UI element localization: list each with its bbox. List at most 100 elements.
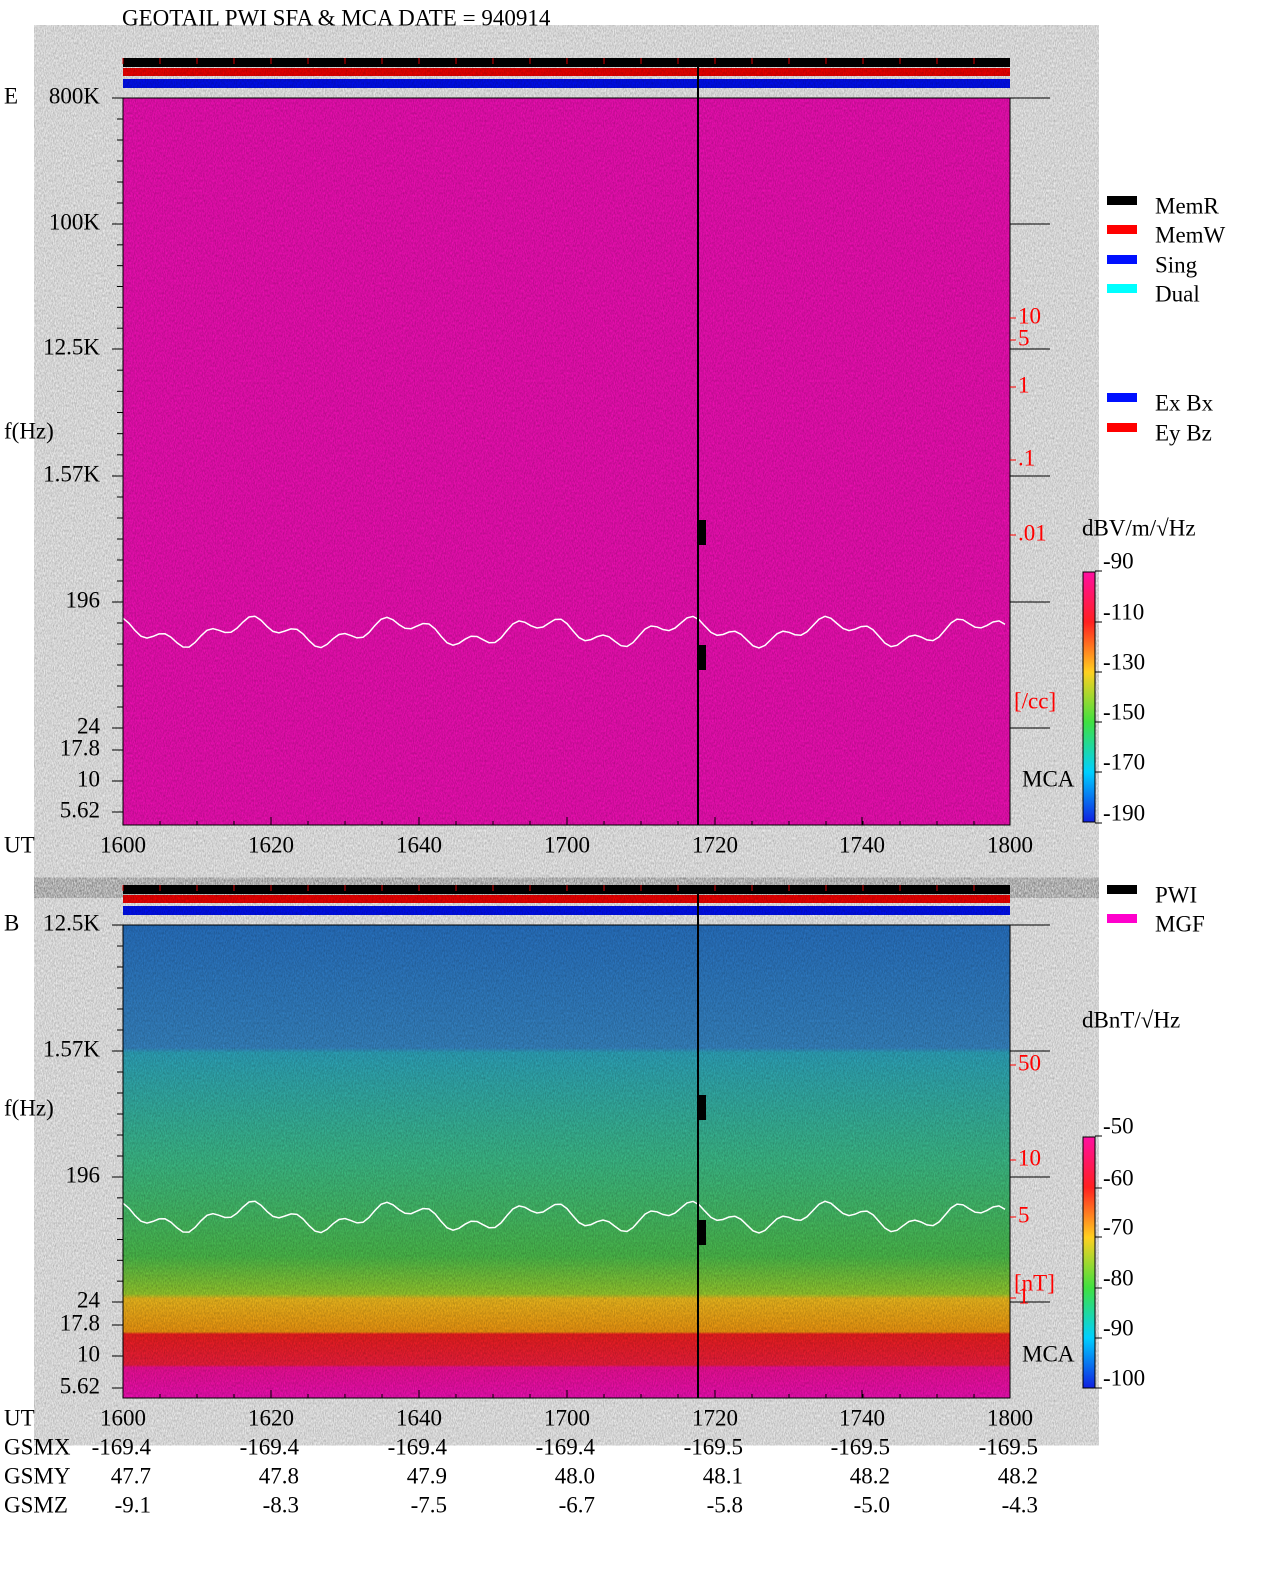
legend-swatch <box>1107 885 1137 894</box>
y-tick-label: 196 <box>66 1162 101 1187</box>
time-tick-label: 1600 <box>100 832 146 857</box>
orbit-label: GSMY <box>4 1463 71 1488</box>
density-tick-label: 5 <box>1018 325 1030 350</box>
colorbar-tick-label: -170 <box>1103 749 1145 774</box>
orbit-value: 48.2 <box>850 1463 890 1488</box>
orbit-value: -4.3 <box>1002 1492 1038 1517</box>
orbit-value: 48.2 <box>998 1463 1038 1488</box>
density-tick-label: 10 <box>1018 1145 1041 1170</box>
gap-mark <box>698 645 706 670</box>
orbit-value: -9.1 <box>115 1492 151 1517</box>
y-axis-label: f(Hz) <box>4 418 54 443</box>
y-tick-label: 100K <box>49 209 101 234</box>
time-tick-label: 1800 <box>987 1405 1033 1430</box>
orbit-value: -169.4 <box>92 1434 152 1459</box>
orbit-value: -169.4 <box>240 1434 300 1459</box>
mca-label: MCA <box>1022 1341 1075 1366</box>
orbit-value: -7.5 <box>411 1492 447 1517</box>
title: GEOTAIL PWI SFA & MCA DATE = 940914 <box>122 5 551 30</box>
panel-label: B <box>4 910 19 935</box>
colorbar-tick-label: -90 <box>1103 548 1134 573</box>
orbit-value: -5.8 <box>707 1492 743 1517</box>
density-tick-label: .1 <box>1018 445 1035 470</box>
orbit-value: -169.5 <box>979 1434 1038 1459</box>
density-tick-label: .01 <box>1018 520 1047 545</box>
time-tick-label: 1640 <box>396 1405 442 1430</box>
density-unit: [nT] <box>1014 1270 1055 1295</box>
colorbar-tick-label: -60 <box>1103 1165 1134 1190</box>
legend-label: MemR <box>1155 193 1220 218</box>
orbit-value: 48.1 <box>703 1463 743 1488</box>
colorbar-unit: dBnT/√Hz <box>1082 1007 1180 1032</box>
y-tick-label: 5.62 <box>60 1373 100 1398</box>
time-tick-label: 1700 <box>544 1405 590 1430</box>
colorbar-tick-label: -80 <box>1103 1265 1134 1290</box>
time-tick-label: 1620 <box>248 1405 294 1430</box>
orbit-value: 47.9 <box>407 1463 447 1488</box>
spectrogram-noise <box>123 925 1010 1398</box>
y-tick-label: 12.5K <box>43 910 100 935</box>
sing-bar <box>123 79 1010 88</box>
colorbar-tick-label: -100 <box>1103 1365 1145 1390</box>
legend-swatch <box>1107 393 1137 402</box>
y-tick-label: 10 <box>77 1341 100 1366</box>
legend-swatch <box>1107 284 1137 293</box>
orbit-label: GSMZ <box>4 1492 68 1517</box>
y-axis-label: f(Hz) <box>4 1095 54 1120</box>
legend-swatch <box>1107 225 1137 234</box>
y-tick-label: 17.8 <box>60 735 100 760</box>
y-tick-label: 1.57K <box>43 1036 100 1061</box>
legend-label: Ey Bz <box>1155 420 1212 445</box>
orbit-value: -8.3 <box>263 1492 299 1517</box>
orbit-value: 48.0 <box>555 1463 595 1488</box>
time-tick-label: 1700 <box>544 832 590 857</box>
time-tick-label: 1600 <box>100 1405 146 1430</box>
y-tick-label: 10 <box>77 766 100 791</box>
colorbar-tick-label: -50 <box>1103 1113 1134 1138</box>
time-tick-label: 1720 <box>692 1405 738 1430</box>
colorbar-unit: dBV/m/√Hz <box>1082 515 1196 540</box>
orbit-value: -169.4 <box>536 1434 596 1459</box>
time-tick-label: 1620 <box>248 832 294 857</box>
density-trace <box>122 615 1006 649</box>
memw-bar <box>123 895 1010 903</box>
y-tick-label: 196 <box>66 587 101 612</box>
spectrogram-noise <box>123 98 1010 825</box>
sing-bar <box>123 906 1010 915</box>
legend-swatch <box>1107 196 1137 205</box>
time-tick-label: 1740 <box>839 832 885 857</box>
orbit-label: GSMX <box>4 1434 71 1459</box>
density-tick-label: 5 <box>1018 1202 1030 1227</box>
mca-label: MCA <box>1022 766 1075 791</box>
y-tick-label: 1.57K <box>43 461 100 486</box>
time-tick-label: 1640 <box>396 832 442 857</box>
time-axis-label: UT <box>4 832 35 857</box>
density-tick-label: 1 <box>1018 1283 1030 1308</box>
colorbar-tick-label: -70 <box>1103 1214 1134 1239</box>
gap-mark <box>698 1095 706 1120</box>
legend-label: Sing <box>1155 252 1198 277</box>
y-tick-label: 12.5K <box>43 334 100 359</box>
legend-label: MemW <box>1155 222 1226 247</box>
legend-swatch <box>1107 423 1137 432</box>
colorbar-tick-label: -90 <box>1103 1315 1134 1340</box>
orbit-value: -5.0 <box>854 1492 890 1517</box>
colorbar <box>1082 1136 1096 1389</box>
colorbar <box>1082 571 1096 823</box>
time-axis-label: UT <box>4 1405 35 1430</box>
y-tick-label: 5.62 <box>60 797 100 822</box>
density-tick-label: 1 <box>1018 372 1030 397</box>
colorbar-tick-label: -130 <box>1103 649 1145 674</box>
orbit-value: 47.8 <box>259 1463 299 1488</box>
legend-swatch <box>1107 255 1137 264</box>
y-tick-label: 24 <box>77 1287 101 1312</box>
panel-label: E <box>4 83 18 108</box>
time-tick-label: 1720 <box>692 832 738 857</box>
density-trace <box>122 1200 1006 1234</box>
colorbar-tick-label: -110 <box>1103 599 1144 624</box>
density-tick-label: 50 <box>1018 1050 1041 1075</box>
legend-swatch <box>1107 914 1137 923</box>
time-tick-label: 1740 <box>839 1405 885 1430</box>
orbit-value: -169.5 <box>684 1434 743 1459</box>
